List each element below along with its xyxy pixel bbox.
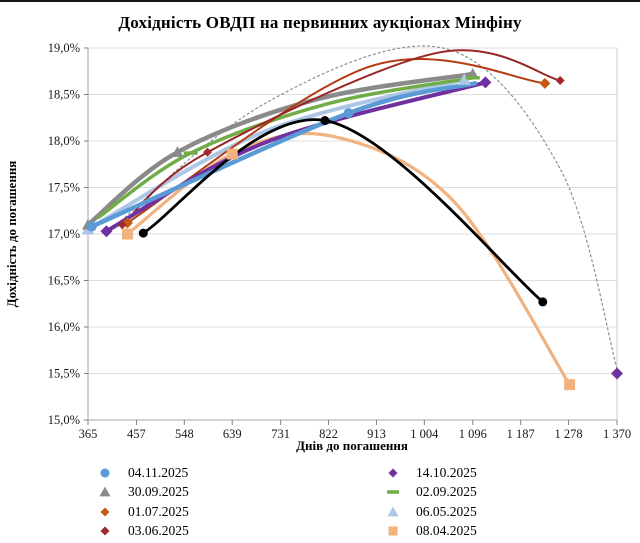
x-tick-label: 365 — [79, 427, 98, 441]
data-point-08.04.2025 — [121, 228, 133, 240]
data-point-02.09.2025 — [183, 151, 198, 155]
data-point-14.10.2025 — [611, 367, 623, 380]
legend-marker-icon — [100, 507, 110, 517]
legend-marker-30.09.2025 — [99, 486, 111, 497]
legend-marker-icon — [100, 468, 110, 478]
x-tick-label: 913 — [367, 427, 386, 441]
data-point-unlabeled-black — [320, 116, 330, 126]
x-tick-label: 639 — [223, 427, 242, 441]
x-tick-label: 822 — [319, 427, 338, 441]
legend-label: 01.07.2025 — [128, 503, 189, 519]
legend-item: 03.06.2025 — [96, 522, 189, 542]
data-point-01.07.2025 — [539, 77, 551, 89]
y-tick-label: 16,5% — [48, 274, 80, 288]
legend-marker-icon — [99, 486, 111, 497]
legend-label: 06.05.2025 — [416, 503, 477, 519]
data-point-03.06.2025 — [117, 220, 127, 230]
x-tick-label: 731 — [271, 427, 290, 441]
series-curve-03.06.2025 — [121, 49, 562, 226]
series-curve-30.09.2025 — [85, 71, 476, 227]
data-point-06.05.2025 — [457, 73, 471, 85]
y-tick-label: 19,0% — [48, 41, 80, 55]
legend-marker-08.04.2025 — [388, 526, 398, 536]
data-point-unlabeled-black — [538, 297, 548, 307]
x-tick-label: 1 004 — [410, 427, 439, 441]
legend-column-right: 14.10.2025 02.09.2025 06.05.2025 08.04.2025 — [384, 463, 477, 541]
legend-column-left: 04.11.2025 30.09.2025 01.07.2025 03.06.2025 — [96, 463, 189, 541]
legend-label: 04.11.2025 — [128, 464, 189, 480]
legend-item: 01.07.2025 — [96, 502, 189, 522]
y-axis-title: Дохідність до погашення — [4, 161, 19, 308]
top-border — [0, 0, 640, 2]
data-point-02.09.2025 — [465, 76, 480, 80]
legend-marker-14.10.2025 — [388, 468, 398, 478]
series-curve-08.04.2025 — [125, 131, 572, 387]
legend-item: 02.09.2025 — [384, 483, 477, 503]
plot-area: Днів до погашення Дохідність до погашенн… — [4, 41, 631, 453]
data-point-08.04.2025 — [226, 148, 238, 160]
legend-marker-icon — [100, 526, 110, 536]
data-point-08.04.2025 — [564, 379, 576, 391]
legend-marker-01.07.2025 — [100, 507, 110, 517]
legend-marker-04.11.2025 — [100, 468, 110, 478]
legend-marker-icon — [388, 468, 398, 478]
x-tick-label: 1 370 — [603, 427, 631, 441]
legend-marker-03.06.2025 — [100, 526, 110, 536]
legend-item: 04.11.2025 — [96, 463, 189, 483]
data-point-14.10.2025 — [479, 76, 492, 89]
y-tick-label: 16,0% — [48, 320, 80, 334]
x-tick-label: 1 278 — [555, 427, 583, 441]
data-point-14.10.2025 — [100, 225, 113, 238]
legend-label: 03.06.2025 — [128, 523, 189, 539]
legend-label: 30.09.2025 — [128, 484, 189, 500]
legend-marker-06.05.2025 — [387, 506, 399, 517]
legend-item: 14.10.2025 — [384, 463, 477, 483]
series-curve-06.05.2025 — [86, 77, 467, 232]
data-point-03.06.2025 — [555, 76, 565, 86]
legend-marker-02.09.2025 — [387, 490, 399, 494]
series-curve-14.10.2025 — [104, 80, 488, 234]
data-point-unlabeled-black — [138, 228, 148, 238]
data-point-03.06.2025 — [202, 147, 212, 157]
y-tick-label: 17,5% — [48, 181, 80, 195]
y-tick-label: 18,0% — [48, 134, 80, 148]
legend-marker-icon — [387, 506, 399, 517]
legend-item: 06.05.2025 — [384, 502, 477, 522]
data-point-30.09.2025 — [171, 146, 184, 157]
legend-label: 02.09.2025 — [416, 484, 477, 500]
y-tick-label: 15,5% — [48, 367, 80, 381]
legend-label: 08.04.2025 — [416, 523, 477, 539]
chart-title: Дохідність ОВДП на первинних аукціонах М… — [118, 13, 522, 32]
y-tick-label: 15,0% — [48, 413, 80, 427]
legend-item: 30.09.2025 — [96, 483, 189, 503]
legend-marker-icon — [387, 490, 399, 494]
x-tick-label: 548 — [175, 427, 194, 441]
y-tick-label: 18,5% — [48, 88, 80, 102]
x-tick-label: 457 — [127, 427, 146, 441]
x-tick-label: 1 096 — [459, 427, 487, 441]
legend-item: 08.04.2025 — [384, 522, 477, 542]
x-tick-label: 1 187 — [507, 427, 535, 441]
x-axis-title: Днів до погашення — [296, 438, 408, 453]
data-point-04.11.2025 — [343, 108, 354, 119]
legend-label: 14.10.2025 — [416, 464, 477, 480]
y-tick-label: 17,0% — [48, 227, 80, 241]
data-point-04.11.2025 — [86, 221, 97, 232]
legend-marker-icon — [388, 526, 398, 536]
